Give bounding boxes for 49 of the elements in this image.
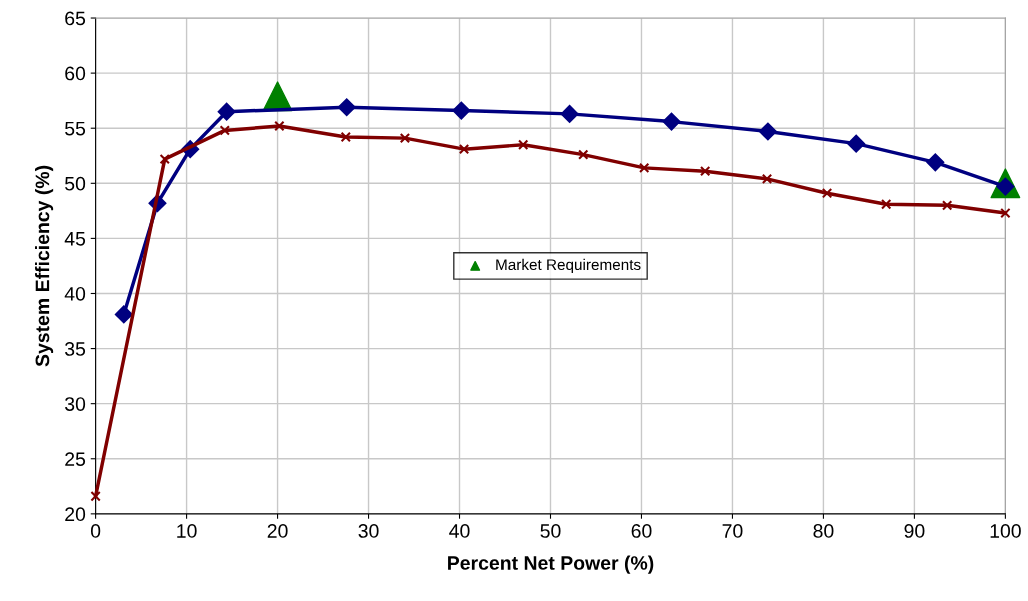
point	[452, 101, 471, 120]
point	[1000, 207, 1011, 219]
point	[881, 199, 892, 210]
x-tick-label: 10	[177, 524, 197, 538]
y-tick-label: 40	[64, 286, 86, 301]
y-tick-label: 50	[65, 176, 86, 191]
point	[761, 173, 773, 185]
point	[458, 143, 470, 155]
legend-label: Market Requirements	[496, 258, 641, 274]
point	[274, 120, 285, 132]
x-tick-label: 70	[722, 524, 743, 538]
x-axis-title: Percent Net Power (%)	[448, 555, 654, 574]
point	[941, 200, 953, 211]
x-tick-label: 80	[813, 524, 834, 538]
point	[399, 132, 411, 144]
point	[847, 134, 866, 153]
point	[578, 149, 589, 160]
y-tick-label: 55	[65, 121, 86, 136]
point	[699, 165, 711, 177]
point	[337, 98, 356, 117]
y-tick-label: 60	[65, 66, 86, 81]
point	[159, 153, 170, 165]
y-tick-label: 45	[64, 232, 86, 246]
x-tick-label: 100	[990, 524, 1021, 538]
x-tick-label: 40	[449, 524, 470, 538]
y-tick-label: 30	[65, 397, 86, 411]
point	[638, 162, 650, 174]
point	[90, 491, 101, 502]
point	[926, 153, 945, 172]
y-tick-label: 25	[65, 452, 86, 466]
x-tick-label: 60	[631, 524, 652, 538]
x-tick-label: 0	[90, 524, 101, 538]
point	[560, 104, 579, 123]
y-tick-label: 20	[65, 507, 86, 522]
y-tick-label: 35	[65, 342, 86, 356]
point	[219, 125, 230, 136]
point	[340, 131, 351, 143]
point	[821, 188, 833, 199]
point	[517, 139, 529, 150]
point	[114, 305, 133, 324]
x-tick-label: 90	[904, 524, 925, 538]
x-tick-label: 50	[540, 524, 561, 538]
point	[759, 122, 777, 141]
x-tick-label: 20	[267, 524, 288, 538]
point	[662, 112, 681, 131]
point	[217, 102, 236, 121]
y-axis-title: System Efficiency (%)	[35, 165, 54, 367]
x-tick-label: 30	[358, 524, 379, 538]
y-tick-label: 65	[65, 11, 86, 26]
